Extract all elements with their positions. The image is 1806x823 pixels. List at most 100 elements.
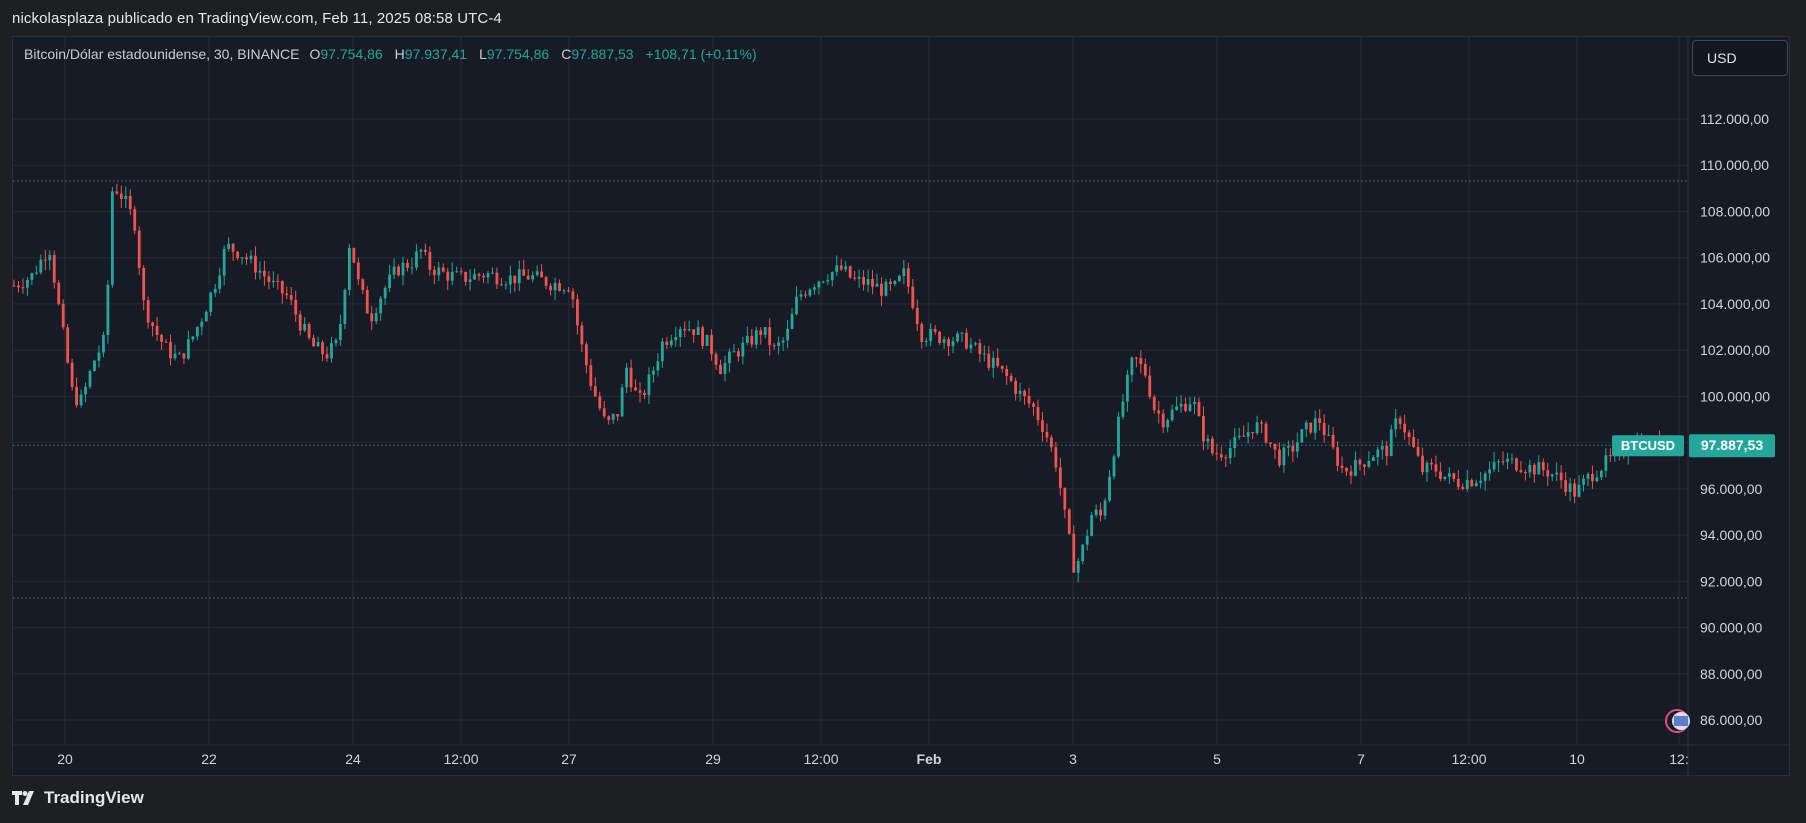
candle-up (106, 284, 110, 335)
candle-down (245, 257, 248, 260)
candle-up (1425, 462, 1429, 473)
candle-down (1067, 509, 1071, 534)
ohlc-legend: Bitcoin/Dólar estadounidense, 30, BINANC… (24, 46, 757, 62)
currency-button[interactable]: USD (1692, 40, 1788, 76)
chart-frame (12, 36, 1790, 776)
candle-down (1515, 458, 1518, 471)
candle-down (643, 392, 646, 396)
candle-up (1121, 401, 1125, 417)
candle-up (1175, 406, 1179, 410)
candle-down (1541, 462, 1545, 471)
candle-up (392, 266, 396, 275)
candle-down (1519, 470, 1523, 472)
open-value: 97.754,86 (320, 46, 383, 62)
candle-up (1483, 473, 1487, 481)
candle-down (1407, 432, 1411, 438)
candle-down (61, 303, 65, 328)
candle-down (1546, 470, 1550, 477)
candle-down (1421, 455, 1424, 473)
candle-up (455, 271, 459, 273)
candle-down (889, 281, 892, 285)
candle-up (437, 267, 441, 276)
candle-down (52, 254, 56, 283)
candle-down (880, 283, 883, 296)
candle-down (312, 337, 315, 347)
candle-down (947, 339, 950, 347)
candle-down (853, 277, 857, 279)
candle-down (1049, 437, 1053, 448)
candle-up (1447, 473, 1451, 477)
candle-up (195, 326, 199, 337)
candle-up (942, 339, 946, 343)
x-tick-label: 24 (345, 751, 361, 767)
low-value: 97.754,86 (486, 46, 550, 62)
candle-up (1094, 509, 1098, 516)
candle-down (1349, 471, 1353, 476)
candle-down (254, 255, 257, 273)
candle-up (1081, 544, 1085, 562)
candle-down (1345, 468, 1348, 472)
candle-down (352, 247, 356, 263)
candle-up (1117, 416, 1120, 457)
candle-down (1564, 480, 1568, 492)
candle-down (848, 266, 852, 278)
candle-up (48, 254, 52, 261)
tradingview-logo-icon (12, 791, 38, 805)
candle-down (567, 290, 570, 292)
candle-down (1152, 396, 1156, 411)
candle-up (535, 271, 539, 276)
candle-down (151, 322, 155, 326)
brand-name: TradingView (44, 788, 144, 807)
candle-down (1157, 410, 1161, 414)
candle-up (258, 270, 262, 273)
candle-up (88, 371, 92, 387)
candle-up (754, 330, 758, 345)
candle-down (1322, 422, 1326, 435)
x-tick-label: 7 (1357, 751, 1365, 767)
candle-down (428, 252, 432, 270)
candle-up (97, 352, 101, 361)
candle-up (218, 275, 222, 289)
candle-up (26, 279, 29, 288)
candle-down (1023, 390, 1026, 397)
candle-up (531, 275, 535, 280)
candle-down (598, 396, 602, 409)
candle-down (629, 367, 633, 388)
candle-down (701, 327, 705, 346)
candle-down (294, 299, 298, 315)
x-tick-label: 20 (57, 751, 73, 767)
tradingview-brand[interactable]: TradingView (12, 788, 144, 808)
candle-up (786, 328, 789, 341)
candle-down (361, 279, 365, 291)
event-flag-stripes-icon (1674, 716, 1688, 726)
candle-down (1045, 432, 1049, 438)
candle-up (1465, 480, 1469, 489)
candle-down (365, 290, 369, 314)
candle-down (21, 287, 25, 289)
candle-up (1599, 470, 1603, 478)
candle-up (379, 298, 383, 314)
candle-up (1474, 482, 1478, 487)
candle-up (893, 280, 897, 285)
candle-down (263, 270, 266, 277)
candle-down (289, 295, 293, 300)
candle-up (1497, 461, 1500, 463)
candle-down (155, 325, 159, 335)
candle-up (491, 272, 494, 274)
candle-down (1215, 453, 1219, 455)
candle-up (1130, 357, 1134, 375)
high-value: 97.937,41 (404, 46, 468, 62)
candle-down (182, 353, 186, 359)
candle-up (93, 360, 96, 372)
candle-up (678, 328, 682, 338)
candle-down (1184, 403, 1187, 411)
candle-down (406, 262, 409, 268)
candle-down (1336, 447, 1339, 466)
candle-up (1577, 484, 1581, 497)
symbol-price-tag (1612, 435, 1684, 457)
candle-down (1143, 364, 1147, 376)
candle-down (66, 327, 70, 363)
candle-up (1170, 409, 1174, 420)
candle-down (1197, 401, 1201, 416)
